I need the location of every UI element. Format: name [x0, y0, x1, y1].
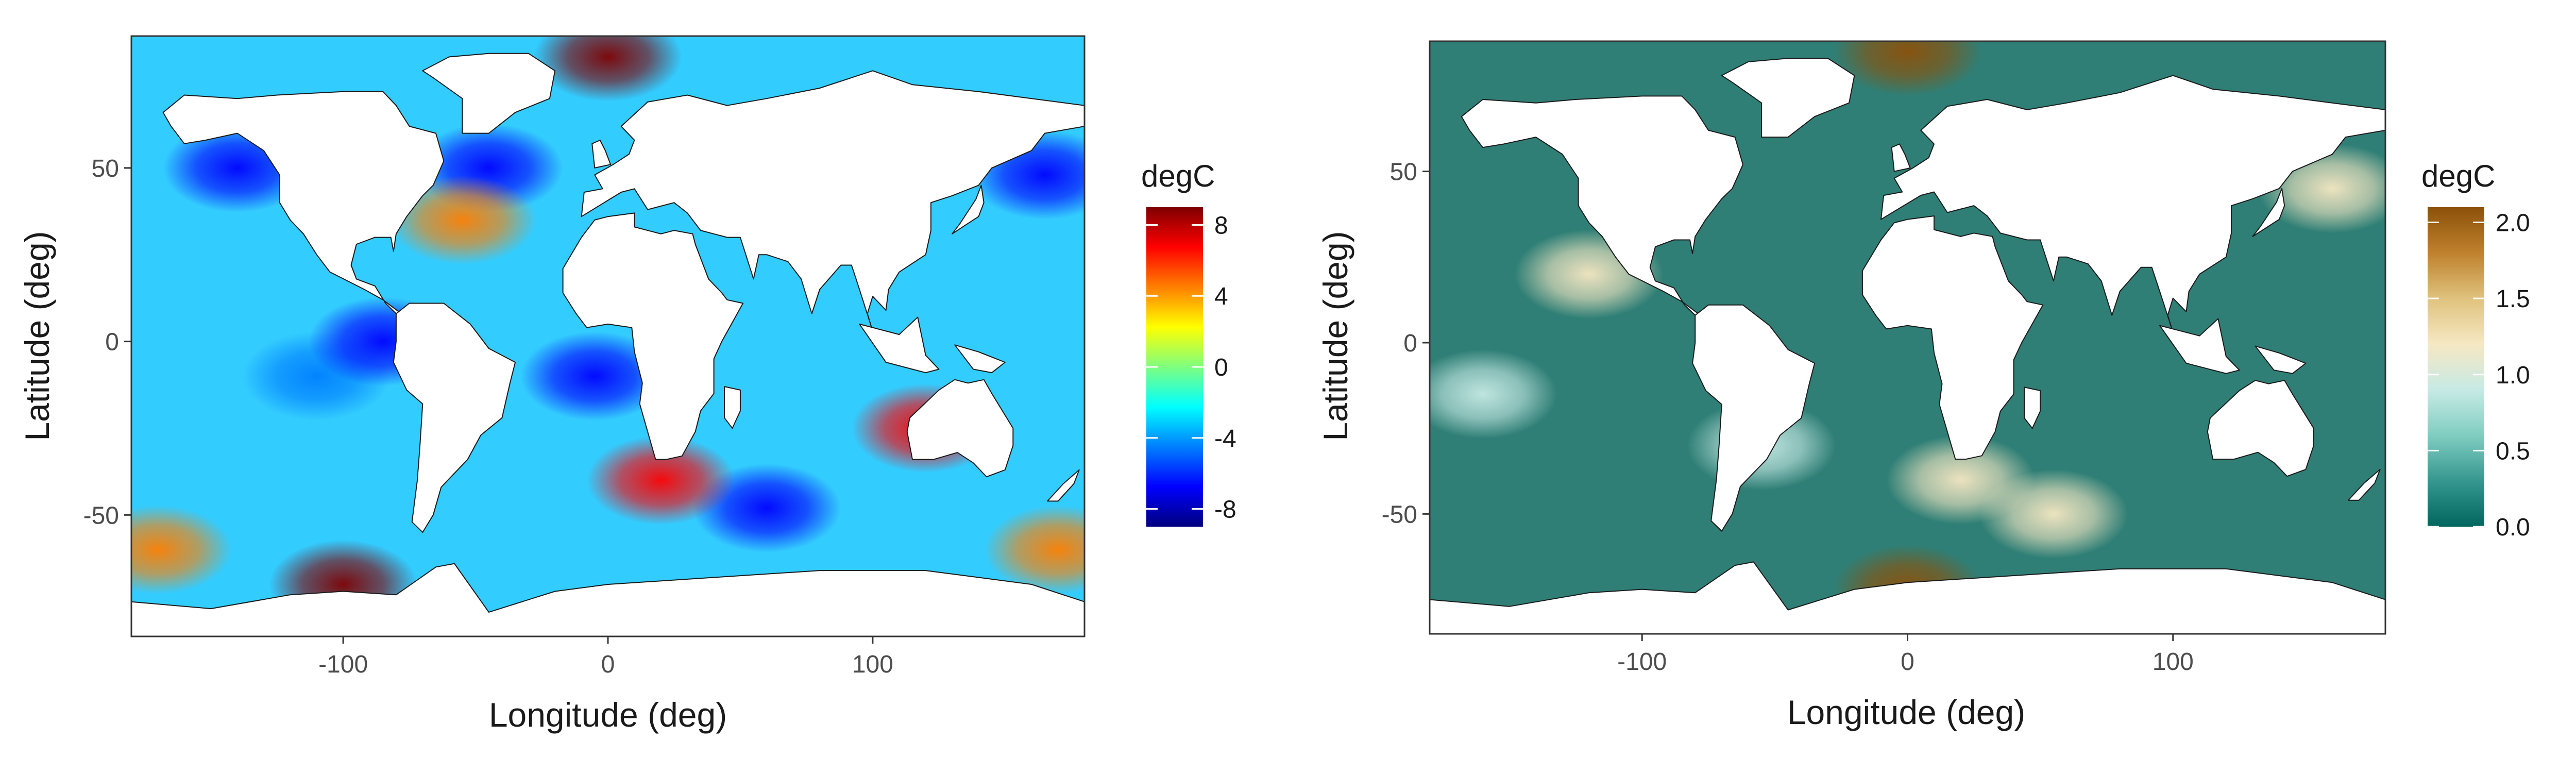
land-greenland — [1721, 58, 1855, 138]
ocean-anomaly-patch — [534, 36, 682, 102]
land-south-america — [393, 303, 516, 533]
right-legend: degC 2.0 1.5 1.0 0.5 0.0 — [2421, 159, 2530, 541]
legend-tick-label: 4 — [1214, 283, 1228, 310]
land-uk — [1891, 143, 1911, 172]
y-tick-label: -50 — [83, 502, 119, 529]
right-legend-title: degC — [2421, 159, 2495, 193]
x-tick-label: 0 — [1901, 648, 1914, 676]
land-south-america — [1692, 304, 1816, 532]
land-antarctica — [1430, 561, 2385, 634]
y-tick-label: -50 — [1382, 501, 1417, 528]
right-colorbar — [2428, 207, 2484, 527]
legend-tick-label: 1.0 — [2496, 362, 2530, 389]
land-north-america — [162, 91, 445, 314]
left-panel: -100 0 100 -50 0 50 Longitude (deg) Latitude … — [18, 35, 1236, 734]
left-legend: degC 8 4 0 -4 -8 — [1141, 159, 1236, 527]
x-tick-label: 0 — [601, 651, 615, 678]
ocean-anomaly-patch — [984, 505, 1084, 594]
y-tick-label: 0 — [105, 329, 119, 356]
legend-tick-label: -8 — [1214, 496, 1236, 524]
x-tick-label: -100 — [1617, 648, 1667, 676]
legend-tick-label: 8 — [1214, 212, 1228, 239]
left-map-plot — [130, 35, 1086, 637]
ocean-anomaly-patch — [1979, 469, 2128, 559]
legend-tick-label: 0.0 — [2496, 514, 2530, 541]
land-borneo-indonesia — [2159, 318, 2240, 374]
y-tick-label: 50 — [1390, 159, 1417, 186]
land-arabia-africa — [1861, 215, 2044, 460]
land-new-guinea — [2255, 345, 2307, 374]
y-tick-label: 50 — [92, 155, 119, 182]
land-uk — [591, 140, 612, 169]
land-new-guinea — [954, 344, 1006, 374]
land-eurasia — [1880, 75, 2385, 333]
left-legend-title: degC — [1141, 159, 1215, 193]
ocean-anomaly-patch — [586, 435, 735, 525]
land-madagascar — [2024, 386, 2041, 429]
land-australia — [2207, 380, 2314, 477]
x-tick-label: 100 — [2153, 648, 2194, 676]
land-japan — [2252, 188, 2285, 237]
x-tick-label: 100 — [852, 651, 893, 678]
land-new-zealand — [2347, 468, 2381, 501]
legend-tick-label: 2.0 — [2496, 210, 2530, 237]
right-y-axis-title: Latitude (deg) — [1316, 231, 1354, 441]
land-australia — [906, 379, 1014, 478]
y-tick-label: 0 — [1403, 330, 1417, 357]
right-legend-ticks: 2.0 1.5 1.0 0.5 0.0 — [2428, 210, 2530, 541]
land-japan — [952, 184, 985, 234]
right-map-plot — [1429, 40, 2386, 635]
right-x-axis-title: Longitude (deg) — [1787, 693, 2025, 731]
land-eurasia — [581, 70, 1084, 332]
land-new-zealand — [1047, 469, 1080, 502]
ocean-anomaly-patch — [520, 331, 669, 421]
left-legend-ticks: 8 4 0 -4 -8 — [1146, 212, 1236, 524]
land-greenland — [422, 53, 556, 134]
land-antarctica — [131, 563, 1084, 636]
left-land-masses — [131, 53, 1084, 636]
legend-tick-label: -4 — [1214, 425, 1236, 452]
left-x-axis-title: Longitude (deg) — [489, 696, 727, 734]
ocean-anomaly-patch — [388, 175, 537, 265]
ocean-anomaly-patch — [1833, 41, 1982, 96]
land-borneo-indonesia — [859, 316, 940, 374]
legend-tick-label: 0.5 — [2496, 438, 2530, 465]
land-madagascar — [724, 386, 741, 429]
legend-tick-label: 1.5 — [2496, 285, 2530, 313]
left-axes: -100 0 100 -50 0 50 — [83, 155, 893, 678]
x-tick-label: -100 — [318, 651, 368, 678]
legend-tick-label: 0 — [1214, 354, 1228, 381]
ocean-anomaly-patch — [1430, 349, 1557, 439]
ocean-anomaly-patch — [131, 505, 232, 594]
right-panel: -100 0 100 -50 0 50 Longitude (deg) Latitude … — [1316, 40, 2530, 731]
right-land-masses — [1430, 58, 2385, 634]
right-axes: -100 0 100 -50 0 50 — [1382, 159, 2194, 676]
left-y-axis-title: Latitude (deg) — [18, 231, 56, 441]
land-arabia-africa — [562, 212, 744, 460]
land-north-america — [1461, 95, 1743, 316]
